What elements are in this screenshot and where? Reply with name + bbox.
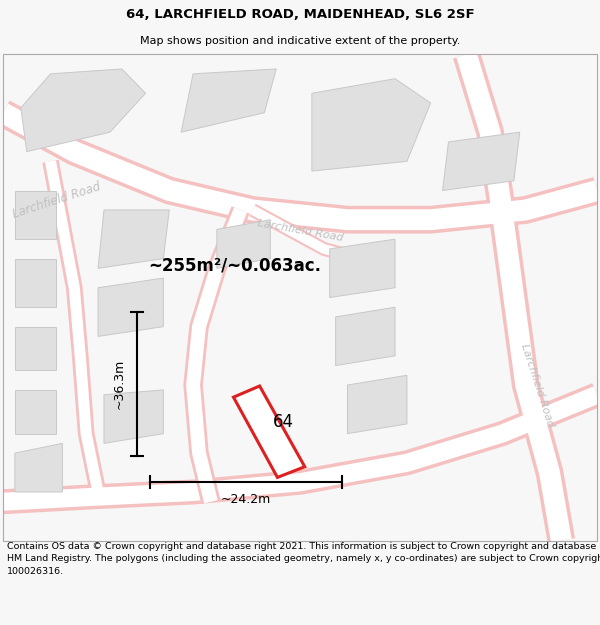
Text: ~36.3m: ~36.3m xyxy=(113,359,126,409)
Polygon shape xyxy=(21,69,146,152)
Text: 64, LARCHFIELD ROAD, MAIDENHEAD, SL6 2SF: 64, LARCHFIELD ROAD, MAIDENHEAD, SL6 2SF xyxy=(125,8,475,21)
Polygon shape xyxy=(217,220,271,268)
Text: ~24.2m: ~24.2m xyxy=(221,493,271,506)
Text: Map shows position and indicative extent of the property.: Map shows position and indicative extent… xyxy=(140,36,460,46)
Polygon shape xyxy=(15,191,56,239)
Polygon shape xyxy=(443,132,520,191)
Polygon shape xyxy=(104,390,163,443)
Text: Larchfield Road: Larchfield Road xyxy=(256,218,344,243)
Polygon shape xyxy=(98,210,169,268)
Text: ~255m²/~0.063ac.: ~255m²/~0.063ac. xyxy=(149,257,322,275)
Text: 64: 64 xyxy=(273,413,294,431)
Text: Larchfield Road: Larchfield Road xyxy=(520,342,556,428)
Polygon shape xyxy=(15,443,62,492)
Polygon shape xyxy=(181,69,276,132)
Text: Contains OS data © Crown copyright and database right 2021. This information is : Contains OS data © Crown copyright and d… xyxy=(7,542,600,576)
Polygon shape xyxy=(312,79,431,171)
Polygon shape xyxy=(15,390,56,434)
Polygon shape xyxy=(335,308,395,366)
Polygon shape xyxy=(15,327,56,371)
Polygon shape xyxy=(98,278,163,336)
Text: Larchfield Road: Larchfield Road xyxy=(11,180,102,221)
Polygon shape xyxy=(330,239,395,298)
Polygon shape xyxy=(233,386,305,478)
Polygon shape xyxy=(347,375,407,434)
Polygon shape xyxy=(15,259,56,308)
